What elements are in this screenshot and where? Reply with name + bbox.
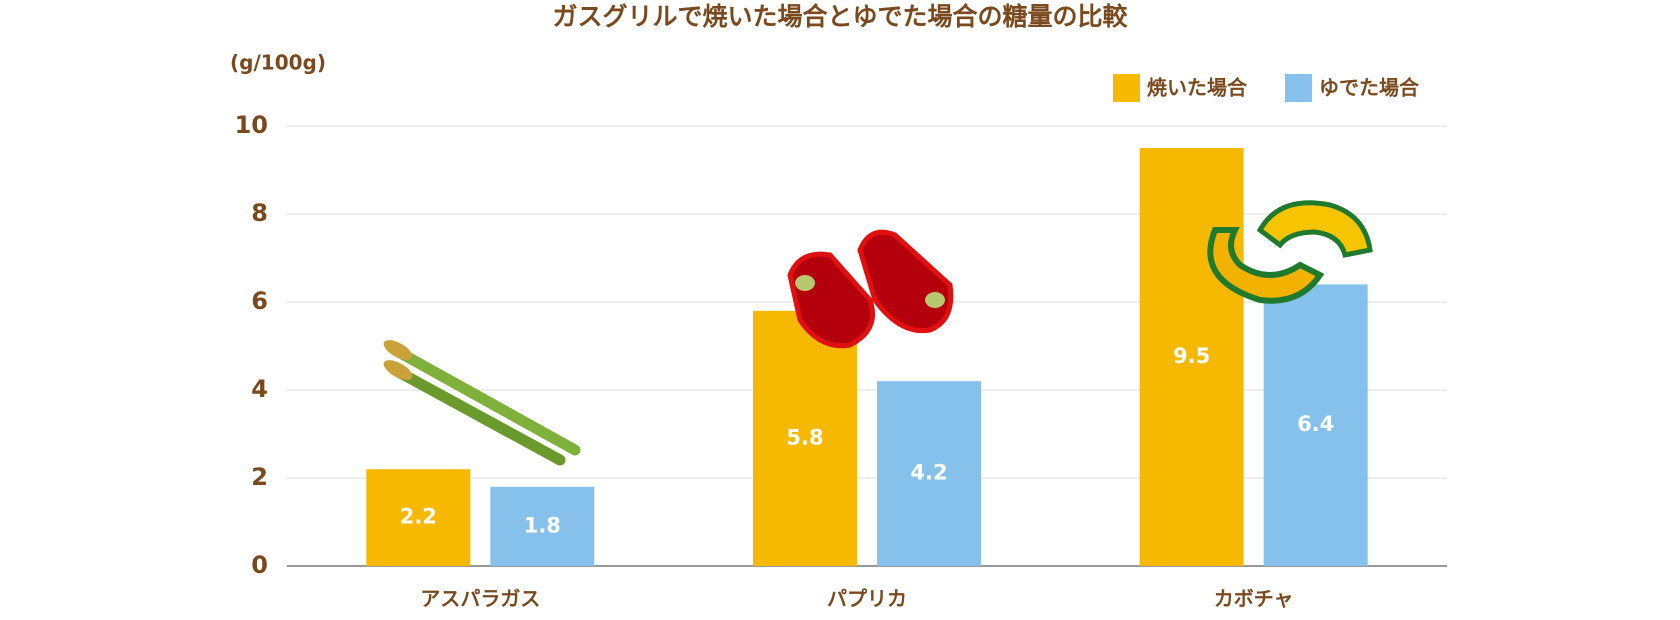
bar bbox=[490, 486, 595, 566]
legend-label: ゆでた場合 bbox=[1319, 76, 1420, 100]
y-tick-label: 0 bbox=[251, 551, 268, 579]
value-label: 1.8 bbox=[524, 513, 561, 537]
y-axis-label: (g/100g) bbox=[230, 51, 326, 75]
y-tick-label: 8 bbox=[251, 199, 268, 227]
legend-label: 焼いた場合 bbox=[1147, 76, 1248, 100]
y-tick-label: 2 bbox=[251, 463, 268, 491]
bar bbox=[1263, 284, 1368, 566]
value-label: 9.5 bbox=[1173, 344, 1210, 368]
value-label: 4.2 bbox=[910, 461, 947, 485]
chart-title: ガスグリルで焼いた場合とゆでた場合の糖量の比較 bbox=[552, 2, 1128, 31]
bar bbox=[1139, 148, 1244, 566]
asparagus-illustration bbox=[383, 340, 581, 466]
legend-swatch bbox=[1113, 74, 1140, 102]
bar bbox=[753, 310, 857, 566]
pumpkin-illustration bbox=[1207, 200, 1373, 304]
bar bbox=[366, 469, 471, 566]
legend-swatch bbox=[1285, 74, 1312, 102]
x-tick-label: パプリカ bbox=[827, 587, 907, 611]
bar bbox=[877, 381, 981, 566]
value-label: 6.4 bbox=[1297, 412, 1334, 436]
paprika-illustration bbox=[787, 229, 954, 349]
y-tick-label: 4 bbox=[251, 375, 268, 403]
plot-area: 0 2 4 6 8 10 アスパラガス 2.2 1.8 パプリカ 5.8 4.2 カボチャ 9.5 6.4 焼… bbox=[235, 74, 1447, 611]
value-label: 2.2 bbox=[400, 505, 437, 529]
x-tick-label: アスパラガス bbox=[420, 587, 540, 611]
x-tick-label: カボチャ bbox=[1214, 587, 1294, 611]
y-tick-label: 6 bbox=[251, 287, 268, 315]
value-label: 5.8 bbox=[786, 425, 823, 449]
y-tick-label: 10 bbox=[235, 111, 268, 139]
